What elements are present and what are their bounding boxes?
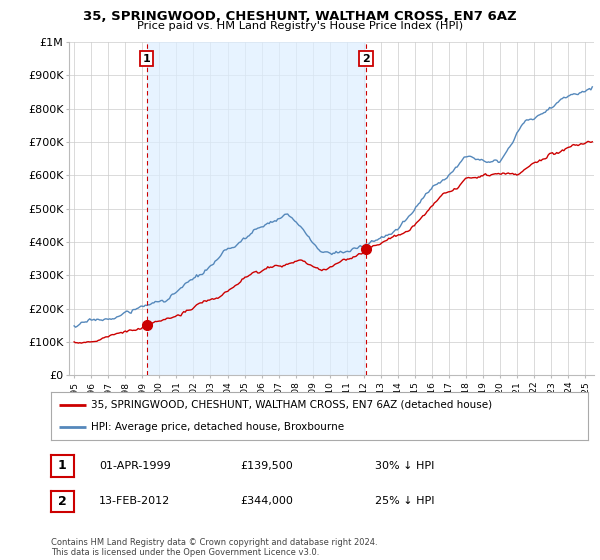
Text: £344,000: £344,000 <box>240 496 293 506</box>
Text: 01-APR-1999: 01-APR-1999 <box>99 461 171 471</box>
Text: 13-FEB-2012: 13-FEB-2012 <box>99 496 170 506</box>
Text: 35, SPRINGWOOD, CHESHUNT, WALTHAM CROSS, EN7 6AZ: 35, SPRINGWOOD, CHESHUNT, WALTHAM CROSS,… <box>83 10 517 22</box>
Bar <box>146 42 366 375</box>
Text: 35, SPRINGWOOD, CHESHUNT, WALTHAM CROSS, EN7 6AZ (detached house): 35, SPRINGWOOD, CHESHUNT, WALTHAM CROSS,… <box>91 400 493 410</box>
Text: 1: 1 <box>143 54 151 64</box>
Text: 1: 1 <box>58 459 67 473</box>
Text: 30% ↓ HPI: 30% ↓ HPI <box>375 461 434 471</box>
Text: 25% ↓ HPI: 25% ↓ HPI <box>375 496 434 506</box>
Text: 2: 2 <box>362 54 370 64</box>
Text: Contains HM Land Registry data © Crown copyright and database right 2024.
This d: Contains HM Land Registry data © Crown c… <box>51 538 377 557</box>
Text: Price paid vs. HM Land Registry's House Price Index (HPI): Price paid vs. HM Land Registry's House … <box>137 21 463 31</box>
Text: 2: 2 <box>58 494 67 508</box>
Text: £139,500: £139,500 <box>240 461 293 471</box>
Text: HPI: Average price, detached house, Broxbourne: HPI: Average price, detached house, Brox… <box>91 422 344 432</box>
